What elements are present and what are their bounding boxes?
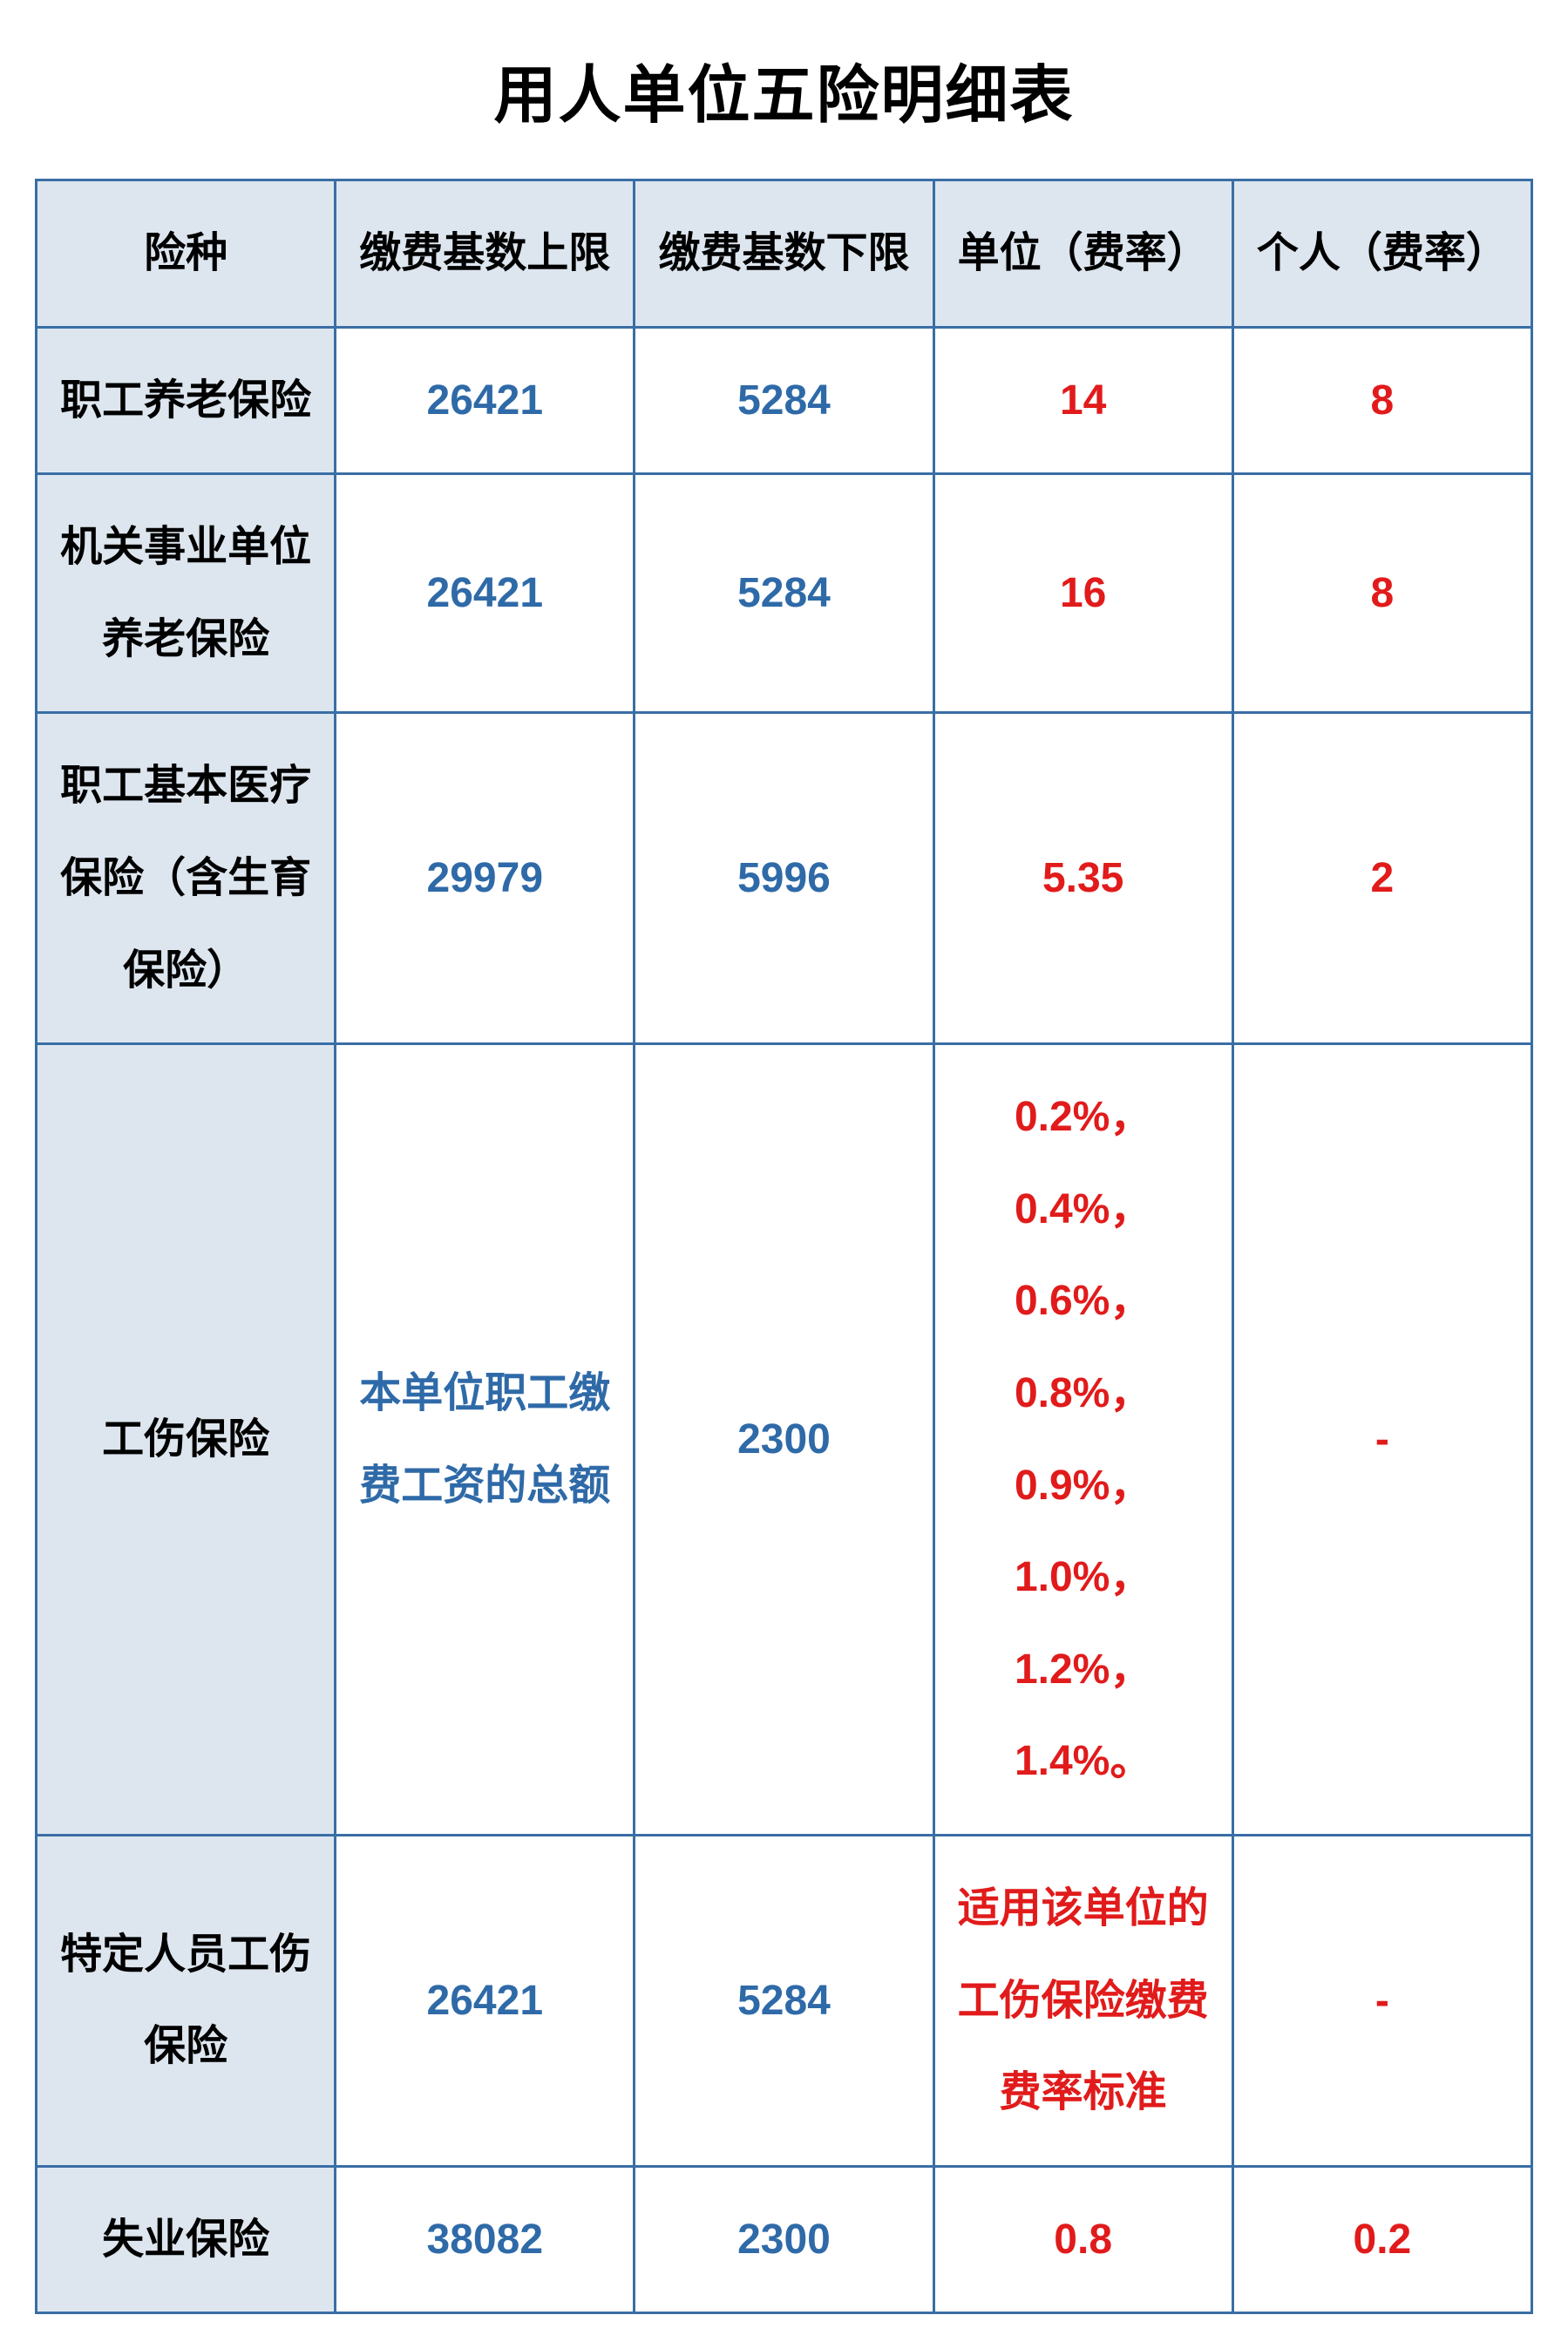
page: 用人单位五险明细表 险种 缴费基数上限 缴费基数下限 单位（费率） 个人（费率）…	[0, 0, 1568, 2349]
table-row: 职工基本医疗保险（含生育保险） 29979 5996 5.35 2	[37, 713, 1532, 1044]
cell-lower: 5284	[635, 1835, 933, 2166]
table-row: 失业保险 38082 2300 0.8 0.2	[37, 2166, 1532, 2313]
table-row: 职工养老保险 26421 5284 14 8	[37, 327, 1532, 474]
cell-lower: 5284	[635, 327, 933, 474]
cell-upper: 29979	[336, 713, 635, 1044]
cell-upper: 26421	[336, 327, 635, 474]
table-row: 机关事业单位养老保险 26421 5284 16 8	[37, 474, 1532, 713]
col-header-lower: 缴费基数下限	[635, 180, 933, 328]
row-label: 职工基本医疗保险（含生育保险）	[37, 713, 336, 1044]
row-label: 职工养老保险	[37, 327, 336, 474]
cell-upper: 26421	[336, 474, 635, 713]
cell-personal-rate: 2	[1232, 713, 1531, 1044]
row-label: 失业保险	[37, 2166, 336, 2313]
row-label: 机关事业单位养老保险	[37, 474, 336, 713]
cell-personal-rate: 8	[1232, 327, 1531, 474]
cell-personal-rate: 8	[1232, 474, 1531, 713]
cell-upper: 26421	[336, 1835, 635, 2166]
page-title: 用人单位五险明细表	[35, 44, 1533, 135]
col-header-type: 险种	[37, 180, 336, 328]
row-label: 特定人员工伤保险	[37, 1835, 336, 2166]
cell-unit-rate: 0.2%，0.4%，0.6%，0.8%，0.9%，1.0%，1.2%，1.4%。	[933, 1044, 1232, 1836]
table-row: 工伤保险 本单位职工缴费工资的总额 2300 0.2%，0.4%，0.6%，0.…	[37, 1044, 1532, 1836]
cell-unit-rate: 0.8	[933, 2166, 1232, 2313]
cell-personal-rate: 0.2	[1232, 2166, 1531, 2313]
row-label: 工伤保险	[37, 1044, 336, 1836]
cell-unit-rate: 14	[933, 327, 1232, 474]
cell-lower: 5284	[635, 474, 933, 713]
col-header-personal-rate: 个人（费率）	[1232, 180, 1531, 328]
cell-upper: 38082	[336, 2166, 635, 2313]
cell-unit-rate: 适用该单位的工伤保险缴费费率标准	[933, 1835, 1232, 2166]
col-header-upper: 缴费基数上限	[336, 180, 635, 328]
cell-unit-rate: 5.35	[933, 713, 1232, 1044]
insurance-table: 险种 缴费基数上限 缴费基数下限 单位（费率） 个人（费率） 职工养老保险 26…	[35, 179, 1533, 2314]
cell-unit-rate: 16	[933, 474, 1232, 713]
cell-upper: 本单位职工缴费工资的总额	[336, 1044, 635, 1836]
col-header-unit-rate: 单位（费率）	[933, 180, 1232, 328]
cell-personal-rate: -	[1232, 1835, 1531, 2166]
cell-lower: 5996	[635, 713, 933, 1044]
cell-lower: 2300	[635, 1044, 933, 1836]
cell-personal-rate: -	[1232, 1044, 1531, 1836]
cell-lower: 2300	[635, 2166, 933, 2313]
table-row: 特定人员工伤保险 26421 5284 适用该单位的工伤保险缴费费率标准 -	[37, 1835, 1532, 2166]
table-header-row: 险种 缴费基数上限 缴费基数下限 单位（费率） 个人（费率）	[37, 180, 1532, 328]
